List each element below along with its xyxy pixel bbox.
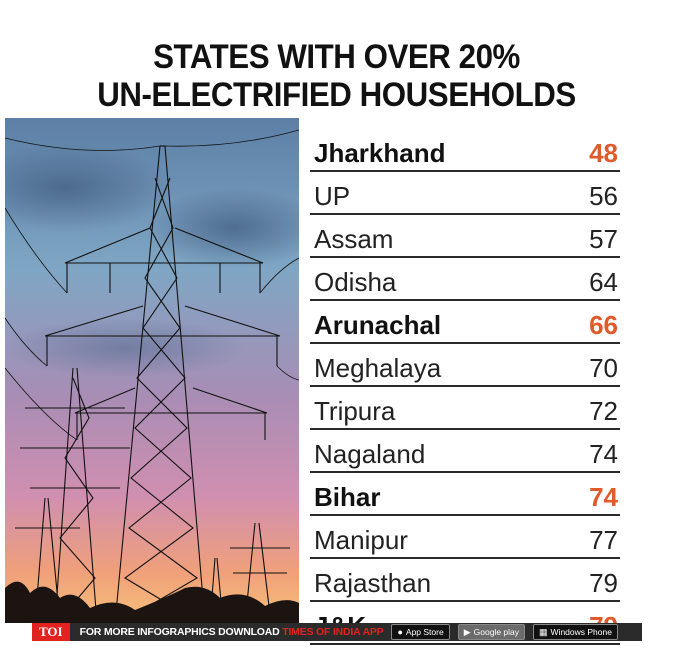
state-value: 79	[589, 568, 618, 598]
state-name: Manipur	[314, 525, 408, 555]
title-line-2: UN-ELECTRIFIED HOUSEHOLDS	[97, 76, 576, 114]
state-name: Tripura	[314, 396, 396, 426]
play-icon: ▶	[463, 627, 471, 637]
app-store-label: App Store	[405, 627, 444, 637]
state-name: Rajasthan	[314, 568, 432, 598]
state-value: 48	[589, 138, 618, 168]
state-name: UP	[314, 181, 351, 211]
state-name: Assam	[314, 224, 394, 254]
title-line-1: STATES WITH OVER 20%	[153, 38, 520, 76]
google-play-label: Google play	[473, 627, 520, 637]
toi-logo[interactable]: TOI	[32, 623, 70, 641]
footer-bar: TOI FOR MORE INFOGRAPHICS DOWNLOAD TIMES…	[32, 623, 642, 641]
table-row: Manipur 77	[310, 518, 620, 559]
google-play-badge[interactable]: ▶ Google play	[457, 624, 526, 640]
state-name: Odisha	[314, 267, 397, 297]
state-value: 64	[589, 267, 618, 297]
state-value: 77	[589, 525, 618, 555]
infographic-title: STATES WITH OVER 20% UN-ELECTRIFIED HOUS…	[27, 38, 646, 114]
state-value: 57	[589, 224, 618, 254]
table-row: Jharkhand 48	[310, 131, 620, 172]
table-row: Arunachal 66	[310, 303, 620, 344]
table-row: UP 56	[310, 174, 620, 215]
state-value: 72	[589, 396, 618, 426]
table-row: Bihar 74	[310, 475, 620, 516]
windows-icon: ▦	[539, 627, 548, 637]
state-name: Nagaland	[314, 439, 426, 469]
state-value: 74	[589, 439, 618, 469]
table-row: Odisha 64	[310, 260, 620, 301]
table-row: Meghalaya 70	[310, 346, 620, 387]
state-name: Arunachal	[314, 310, 442, 340]
footer-promo-brand: TIMES OF INDIA APP	[282, 626, 384, 638]
app-store-badge[interactable]: ● App Store	[391, 624, 450, 640]
table-row: Rajasthan 79	[310, 561, 620, 602]
footer-promo-text: FOR MORE INFOGRAPHICS DOWNLOAD TIMES OF …	[80, 626, 384, 638]
state-name: Bihar	[314, 482, 381, 512]
state-value: 74	[589, 482, 618, 512]
table-row: Tripura 72	[310, 389, 620, 430]
table-row: Nagaland 74	[310, 432, 620, 473]
table-row: Assam 57	[310, 217, 620, 258]
state-value: 56	[589, 181, 618, 211]
apple-icon: ●	[397, 627, 403, 637]
state-value: 70	[589, 353, 618, 383]
state-name: Meghalaya	[314, 353, 442, 383]
footer-promo-prefix: FOR MORE INFOGRAPHICS DOWNLOAD	[79, 626, 280, 638]
state-value: 66	[589, 310, 618, 340]
windows-phone-badge[interactable]: ▦ Windows Phone	[533, 624, 618, 640]
state-name: Jharkhand	[314, 138, 446, 168]
states-table: Jharkhand 48 UP 56 Assam 57 Odisha 64 Ar…	[310, 131, 620, 647]
power-pylon-photo	[5, 118, 299, 623]
windows-phone-label: Windows Phone	[550, 627, 612, 637]
